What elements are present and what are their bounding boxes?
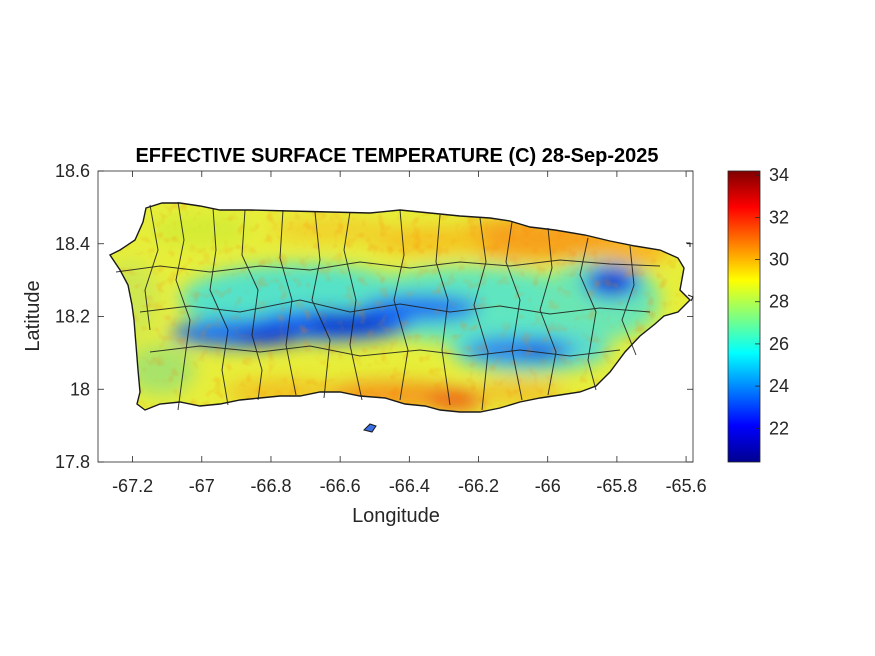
chart-title: EFFECTIVE SURFACE TEMPERATURE (C) 28-Sep…: [135, 145, 658, 167]
y-tick-label: 18.6: [55, 161, 90, 181]
colorbar-tick-label: 30: [769, 250, 789, 270]
colorbar-ticks: 22 24 26 28 30 32 34: [755, 165, 789, 438]
y-tick-label: 18.4: [55, 234, 90, 254]
y-axis: 17.8 18 18.2 18.4 18.6: [55, 161, 693, 472]
municipality-boundaries: [115, 201, 661, 411]
x-tick-label: -66.2: [458, 476, 499, 496]
y-axis-label: Latitude: [22, 280, 44, 351]
x-tick-label: -67: [189, 476, 215, 496]
x-axis: -67.2 -67 -66.8 -66.6 -66.4 -66.2 -66 -65.8 -65.…: [112, 171, 707, 496]
colorbar-tick-label: 28: [769, 292, 789, 312]
colorbar: [727, 170, 761, 463]
east-islets: [686, 242, 694, 302]
x-tick-label: -66.6: [320, 476, 361, 496]
colorbar-tick-label: 34: [769, 165, 789, 185]
x-axis-label: Longitude: [352, 505, 440, 527]
x-tick-label: -66.8: [250, 476, 291, 496]
y-tick-label: 18.2: [55, 307, 90, 327]
y-tick-label: 18: [70, 379, 90, 399]
colorbar-tick-label: 24: [769, 376, 789, 396]
island-outline: [108, 202, 691, 413]
x-tick-label: -67.2: [112, 476, 153, 496]
temperature-field: [110, 203, 690, 412]
x-tick-label: -65.8: [596, 476, 637, 496]
x-tick-label: -66.4: [389, 476, 430, 496]
colorbar-tick-label: 32: [769, 207, 789, 227]
colorbar-tick-label: 26: [769, 334, 789, 354]
x-tick-label: -66: [535, 476, 561, 496]
y-tick-label: 17.8: [55, 452, 90, 472]
x-tick-label: -65.6: [666, 476, 707, 496]
islet: [363, 423, 377, 433]
colorbar-tick-label: 22: [769, 418, 789, 438]
